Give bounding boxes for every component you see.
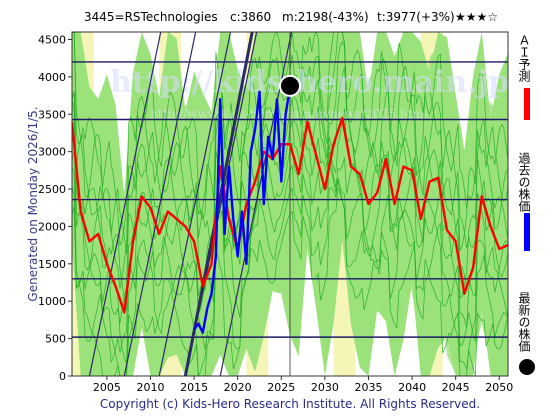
- forecast-series-line: [72, 116, 508, 314]
- x-tick-label: 2010: [136, 381, 164, 394]
- rating-stars: ★★★☆: [455, 10, 498, 24]
- target-price-label: t:3977(+3%): [377, 10, 455, 24]
- generated-date-label: Generated on Monday 2026/1/5.: [26, 106, 40, 301]
- y-tick-label: 4500: [38, 33, 66, 46]
- y-tick-label: 500: [45, 333, 66, 346]
- latest-price-marker: [279, 74, 301, 97]
- trend-line: [123, 32, 197, 376]
- x-tick-label: 2045: [442, 381, 470, 394]
- y-tick-label: 1000: [38, 295, 66, 308]
- x-tick-label: 2030: [311, 381, 339, 394]
- ticker-label: 3445=RSTechnologies: [84, 10, 218, 24]
- copyright-text: Copyright (c) Kids-Hero Research Institu…: [100, 397, 480, 411]
- x-tick-label: 2025: [267, 381, 295, 394]
- x-tick-label: 2005: [93, 381, 121, 394]
- x-tick-label: 2020: [224, 381, 252, 394]
- history-series-line: [193, 87, 292, 334]
- plot-frame: [71, 31, 509, 377]
- trend-line: [158, 32, 232, 376]
- legend-history-label: 過去の株価: [517, 152, 531, 212]
- x-tick-label: 2015: [180, 381, 208, 394]
- y-tick-label: 2000: [38, 220, 66, 233]
- x-tick-label: 2050: [485, 381, 513, 394]
- watermark-main: http://kids-hero.main.jp: [110, 65, 509, 100]
- legend-latest-label: 最新の株価: [517, 292, 531, 352]
- y-tick-label: 0: [59, 370, 66, 383]
- trend-line: [88, 32, 162, 376]
- legend-history-swatch: [524, 213, 530, 251]
- band-green: [72, 41, 508, 376]
- y-tick-label: 3500: [38, 108, 66, 121]
- x-axis: 2005 2010 2015 2020 2025 2030 2035 2040 2045 2050: [93, 376, 513, 394]
- y-tick-label: 1500: [38, 258, 66, 271]
- legend-item-forecast: ＡＩ予測: [517, 34, 531, 120]
- legend-latest-dot: [519, 359, 535, 375]
- trend-line-bold: [183, 32, 254, 376]
- min-price-label: m:2198(-43%): [282, 10, 369, 24]
- y-axis: 0 500 1000 1500 2000 2500 3000 3500 4000 4500: [38, 33, 72, 383]
- current-price-label: c:3860: [230, 10, 271, 24]
- y-tick-label: 3000: [38, 146, 66, 159]
- legend-forecast-swatch: [524, 88, 530, 120]
- legend-forecast-label: ＡＩ予測: [517, 34, 531, 83]
- y-tick-label: 4000: [38, 71, 66, 84]
- x-tick-label: 2040: [398, 381, 426, 394]
- x-tick-label: 2035: [354, 381, 382, 394]
- legend-item-history: 過去の株価: [517, 152, 531, 251]
- legend-item-latest: 最新の株価: [517, 292, 535, 375]
- y-tick-label: 2500: [38, 183, 66, 196]
- legend: ＡＩ予測 過去の株価 最新の株価: [517, 34, 535, 375]
- series-layer: [72, 87, 508, 334]
- marker-layer: [279, 74, 301, 97]
- trend-line: [184, 32, 258, 376]
